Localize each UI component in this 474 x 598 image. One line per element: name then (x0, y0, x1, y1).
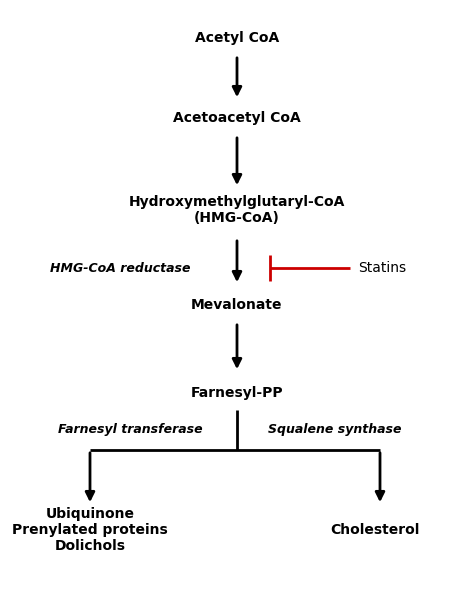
Text: Farnesyl transferase: Farnesyl transferase (58, 423, 202, 437)
Text: Acetoacetyl CoA: Acetoacetyl CoA (173, 111, 301, 125)
Text: Statins: Statins (358, 261, 406, 275)
Text: HMG-CoA reductase: HMG-CoA reductase (50, 261, 191, 274)
Text: Farnesyl-PP: Farnesyl-PP (191, 386, 283, 400)
Text: Ubiquinone
Prenylated proteins
Dolichols: Ubiquinone Prenylated proteins Dolichols (12, 507, 168, 553)
Text: Mevalonate: Mevalonate (191, 298, 283, 312)
Text: Squalene synthase: Squalene synthase (268, 423, 402, 437)
Text: Cholesterol: Cholesterol (330, 523, 419, 537)
Text: Hydroxymethylglutaryl-CoA
(HMG-CoA): Hydroxymethylglutaryl-CoA (HMG-CoA) (129, 195, 345, 225)
Text: Acetyl CoA: Acetyl CoA (195, 31, 279, 45)
